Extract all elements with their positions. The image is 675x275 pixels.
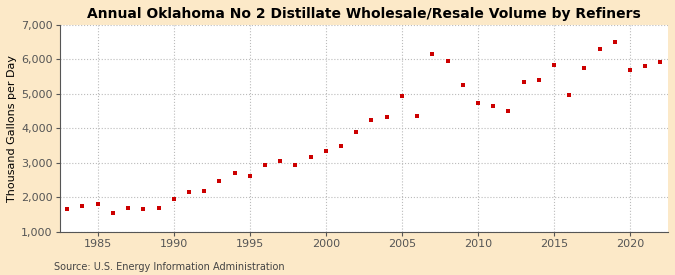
Point bbox=[655, 60, 666, 64]
Point bbox=[260, 163, 271, 167]
Point bbox=[396, 94, 407, 98]
Title: Annual Oklahoma No 2 Distillate Wholesale/Resale Volume by Refiners: Annual Oklahoma No 2 Distillate Wholesal… bbox=[87, 7, 641, 21]
Point bbox=[640, 64, 651, 68]
Point bbox=[290, 163, 301, 167]
Point bbox=[533, 78, 544, 82]
Point bbox=[321, 148, 331, 153]
Point bbox=[305, 155, 316, 160]
Point bbox=[381, 115, 392, 119]
Point bbox=[503, 109, 514, 113]
Point bbox=[366, 117, 377, 122]
Point bbox=[412, 114, 423, 119]
Point bbox=[488, 104, 499, 108]
Point bbox=[549, 62, 560, 67]
Point bbox=[168, 197, 179, 201]
Point bbox=[230, 171, 240, 175]
Point bbox=[244, 174, 255, 178]
Point bbox=[564, 92, 574, 97]
Point bbox=[427, 52, 437, 56]
Point bbox=[62, 207, 73, 212]
Point bbox=[198, 189, 209, 193]
Point bbox=[107, 210, 118, 215]
Point bbox=[442, 59, 453, 63]
Point bbox=[335, 144, 346, 148]
Point bbox=[138, 207, 148, 212]
Point bbox=[351, 130, 362, 134]
Point bbox=[92, 202, 103, 207]
Point bbox=[594, 47, 605, 51]
Point bbox=[579, 66, 590, 70]
Point bbox=[610, 40, 620, 44]
Point bbox=[123, 206, 134, 211]
Point bbox=[518, 80, 529, 84]
Point bbox=[624, 68, 635, 73]
Point bbox=[472, 100, 483, 105]
Point bbox=[458, 83, 468, 87]
Text: Source: U.S. Energy Information Administration: Source: U.S. Energy Information Administ… bbox=[54, 262, 285, 272]
Point bbox=[275, 159, 286, 163]
Point bbox=[77, 204, 88, 208]
Point bbox=[214, 178, 225, 183]
Point bbox=[153, 206, 164, 211]
Point bbox=[184, 190, 194, 194]
Y-axis label: Thousand Gallons per Day: Thousand Gallons per Day bbox=[7, 55, 17, 202]
